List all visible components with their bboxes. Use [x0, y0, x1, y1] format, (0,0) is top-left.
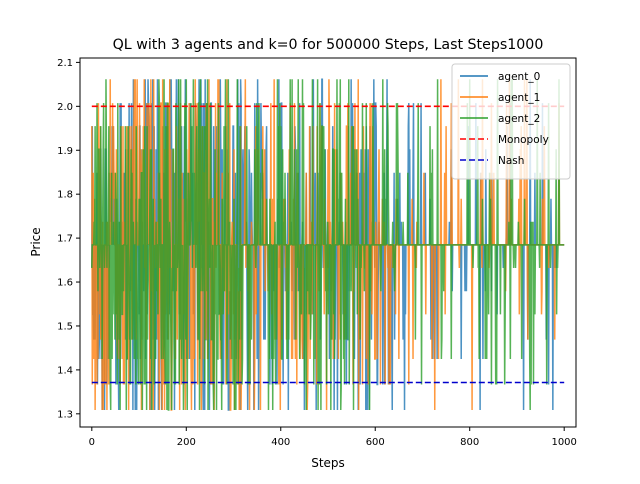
- legend-box: [451, 63, 571, 180]
- x-tick-label: 0: [89, 437, 95, 448]
- x-tick-label: 400: [271, 437, 290, 448]
- y-axis-label: Price: [29, 227, 43, 256]
- legend-label: agent_2: [498, 113, 540, 125]
- y-tick-label: 1.3: [57, 409, 73, 420]
- x-tick-label: 200: [177, 437, 196, 448]
- x-tick-label: 600: [366, 437, 385, 448]
- y-tick-label: 2.0: [57, 102, 73, 113]
- y-tick-label: 1.6: [57, 278, 73, 289]
- y-tick-label: 1.7: [57, 234, 73, 245]
- series-agent_2-line: [91, 79, 565, 411]
- legend: agent_0 agent_1 agent_2 Monopoly Nash: [451, 63, 571, 180]
- plot-frame: [79, 57, 577, 428]
- legend-label: agent_0: [498, 71, 540, 83]
- legend-label: Monopoly: [498, 134, 549, 146]
- legend-label: agent_1: [498, 92, 540, 104]
- x-axis: 0 200 400 600 800 1000: [89, 427, 577, 448]
- y-tick-label: 1.8: [57, 190, 73, 201]
- plot-area: [79, 57, 577, 428]
- x-tick-label: 1000: [551, 437, 576, 448]
- chart-title: QL with 3 agents and k=0 for 500000 Step…: [113, 37, 544, 53]
- y-tick-label: 1.4: [57, 365, 73, 376]
- legend-label: Nash: [498, 155, 524, 167]
- y-tick-label: 2.1: [57, 58, 73, 69]
- x-axis-label: Steps: [311, 456, 345, 470]
- y-tick-label: 1.5: [57, 321, 73, 332]
- x-tick-label: 800: [460, 437, 479, 448]
- y-tick-label: 1.9: [57, 146, 73, 157]
- y-axis: 1.3 1.4 1.5 1.6 1.7 1.8 1.9 2.0 2.1: [57, 58, 80, 420]
